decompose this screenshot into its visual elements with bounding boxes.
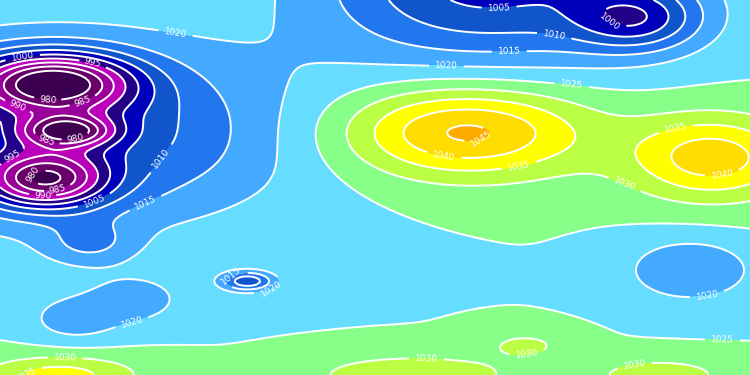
Text: 1025: 1025 [560,80,584,91]
Text: 1040: 1040 [710,169,734,181]
Text: 985: 985 [48,183,67,196]
Text: 1010: 1010 [542,29,566,41]
Text: 1020: 1020 [435,62,458,71]
Text: 985: 985 [73,94,92,109]
Text: 1005: 1005 [488,3,511,13]
Text: 1015: 1015 [498,47,520,56]
Text: 1040: 1040 [432,150,456,162]
Text: 980: 980 [66,132,85,145]
Text: 1025: 1025 [711,335,734,345]
Text: 1020: 1020 [259,279,283,299]
Text: 1000: 1000 [10,51,34,63]
Text: 990: 990 [8,99,27,113]
Text: 985: 985 [37,134,56,148]
Text: 1015: 1015 [134,194,158,212]
Text: 1035: 1035 [14,366,39,375]
Text: 980: 980 [24,165,41,184]
Text: 1010: 1010 [151,147,172,170]
Text: 1030: 1030 [514,349,538,360]
Text: 1020: 1020 [119,315,144,330]
Text: 1030: 1030 [612,176,637,193]
Text: 980: 980 [39,94,56,105]
Text: 1020: 1020 [164,27,188,39]
Text: 1020: 1020 [695,289,719,302]
Text: 1035: 1035 [664,122,688,135]
Text: 1000: 1000 [598,12,622,33]
Text: 990: 990 [34,191,52,201]
Text: 1030: 1030 [415,354,438,363]
Text: 1030: 1030 [622,358,646,371]
Text: 1045: 1045 [470,129,494,149]
Text: 1005: 1005 [82,193,106,210]
Text: 1030: 1030 [53,353,76,362]
Text: 1015: 1015 [219,265,242,286]
Text: 1035: 1035 [507,159,532,172]
Text: 995: 995 [83,57,102,70]
Text: 995: 995 [3,148,22,165]
